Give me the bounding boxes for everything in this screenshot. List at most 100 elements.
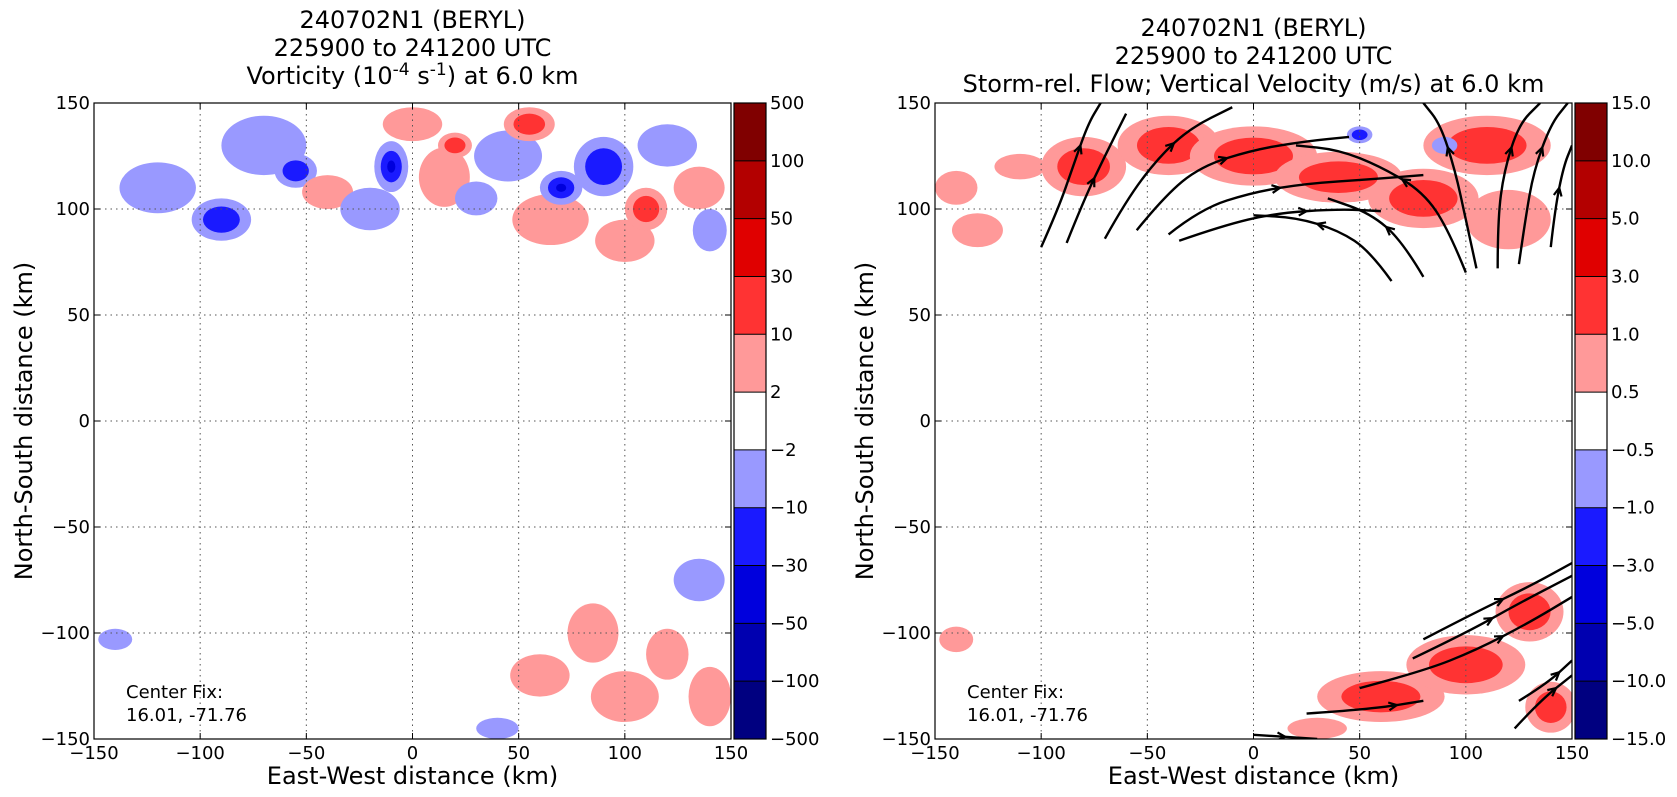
colorbar-segment: [734, 449, 766, 508]
contour-blob-17-level-1: [1287, 717, 1347, 739]
x-tick-label: −100: [1016, 743, 1065, 764]
colorbar-segment: [734, 681, 766, 739]
y-tick-label: −150: [41, 729, 90, 750]
contour-blob-6-level-3: [387, 160, 396, 173]
streamline-arrow-13: [1276, 731, 1288, 739]
chart-title-line-2: 225900 to 241200 UTC: [1115, 42, 1393, 70]
contour-blob-1-level-1: [994, 153, 1046, 180]
y-tick-label: 150: [897, 93, 931, 114]
streamline-arrow-6: [1314, 221, 1327, 231]
colorbar-tick-label: 50: [770, 209, 793, 230]
y-tick-label: 100: [56, 199, 90, 220]
y-tick-label: −50: [893, 517, 931, 538]
streamline-arrow-0: [1073, 143, 1083, 155]
contour-blob-11-level-1: [474, 130, 543, 182]
chart-title-line-1: 240702N1 (BERYL): [300, 6, 526, 34]
contour-blob-17-level-2: [632, 195, 660, 223]
streamline-arrow-9: [1445, 145, 1455, 157]
colorbar-tick-label: −10: [770, 498, 808, 519]
streamline-arrow-12: [1552, 185, 1563, 197]
y-tick-label: 0: [920, 411, 931, 432]
colorbar-segment: [1575, 218, 1607, 277]
colorbar-tick-label: −3.0: [1611, 556, 1655, 577]
streamline-2: [1103, 106, 1233, 240]
streamline-arrow-8: [1399, 178, 1412, 188]
contour-blob-20-level-1: [692, 209, 727, 252]
chart-title-line-3: Vorticity (10-4 s-1) at 6.0 km: [246, 60, 578, 90]
x-tick-label: 0: [407, 743, 418, 764]
center-fix-annotation-line-2: 16.01, -71.76: [967, 705, 1088, 726]
x-tick-label: −150: [910, 743, 959, 764]
colorbar-segment: [734, 103, 766, 161]
colorbar-tick-label: −5.0: [1611, 613, 1655, 634]
x-tick-label: 150: [1555, 743, 1589, 764]
colorbar-tick-label: 10: [770, 324, 793, 345]
y-tick-label: 0: [79, 411, 90, 432]
x-tick-label: −150: [69, 743, 118, 764]
y-tick-label: −100: [41, 623, 90, 644]
contour-blob-19-level-1: [673, 166, 725, 209]
streamline-9: [1422, 103, 1478, 269]
contour-blob-25-level-1: [646, 628, 689, 680]
contour-blob-12-level-2: [513, 113, 546, 135]
streamline-5: [1178, 208, 1381, 242]
colorbar-segment: [1575, 449, 1607, 508]
x-tick-label: 100: [1449, 743, 1483, 764]
streamline-0: [1040, 103, 1102, 248]
colorbar-tick-label: −15.0: [1611, 729, 1666, 750]
y-tick-label: 50: [67, 305, 90, 326]
x-tick-label: 150: [714, 743, 748, 764]
streamlines: [1040, 103, 1572, 739]
colorbar-tick-label: 15.0: [1611, 93, 1651, 114]
colorbar-tick-label: −500: [770, 729, 819, 750]
colorbar-tick-label: 1.0: [1611, 324, 1640, 345]
streamline-arrow-2: [1164, 141, 1176, 153]
y-axis-label: North-South distance (km): [851, 262, 879, 581]
x-tick-label: −50: [287, 743, 325, 764]
contour-blob-22-level-1: [510, 654, 570, 697]
colorbar-segment: [1575, 623, 1607, 682]
colorbar-tick-label: 2: [770, 382, 781, 403]
chart-title-line-1: 240702N1 (BERYL): [1141, 14, 1367, 42]
streamline-arrow-14: [1387, 701, 1400, 712]
colorbar-tick-label: 30: [770, 266, 793, 287]
streamline-arrow-18: [1547, 686, 1559, 697]
contour-blob-4-level-1: [302, 175, 354, 209]
contour-blob-7-level-2: [1447, 126, 1527, 164]
contour-blob-23-level-1: [567, 603, 619, 663]
y-tick-label: −150: [882, 729, 931, 750]
contour-blob-27-level-1: [688, 666, 731, 727]
x-tick-label: 50: [507, 743, 530, 764]
contour-blob-24-level-1: [590, 671, 659, 723]
x-tick-label: −50: [1128, 743, 1166, 764]
contour-blob-5-level-2: [1298, 161, 1378, 193]
colorbar-segment: [1575, 276, 1607, 335]
y-tick-label: 150: [56, 93, 90, 114]
y-tick-label: −100: [882, 623, 931, 644]
contour-blob-18-level-1: [637, 124, 698, 167]
streamline-arrow-16: [1483, 616, 1495, 627]
chart-title-line-3: Storm-rel. Flow; Vertical Velocity (m/s)…: [963, 70, 1545, 98]
contour-blob-21-level-1: [98, 628, 133, 650]
streamline-arrow-17: [1493, 597, 1506, 607]
streamline-15: [1359, 595, 1572, 690]
colorbar-tick-label: 5.0: [1611, 209, 1640, 230]
y-tick-label: −50: [52, 517, 90, 538]
colorbar-segment: [1575, 681, 1607, 739]
colorbar-segment: [734, 276, 766, 335]
contour-blob-9-level-2: [444, 137, 466, 154]
x-tick-label: 50: [1348, 743, 1371, 764]
x-tick-label: −100: [175, 743, 224, 764]
colorbar-tick-label: 0.5: [1611, 382, 1640, 403]
colorbar-tick-label: −0.5: [1611, 440, 1655, 461]
contour-blob-15-level-2: [585, 148, 623, 186]
colorbar-segment: [1575, 565, 1607, 624]
vorticity-panel: 240702N1 (BERYL)225900 to 241200 UTCVort…: [10, 6, 819, 790]
colorbar-tick-label: 3.0: [1611, 266, 1640, 287]
streamline-arrow-10: [1504, 145, 1514, 157]
x-tick-label: 100: [608, 743, 642, 764]
colorbar-segment: [1575, 103, 1607, 161]
contour-blob-12-level-1: [939, 626, 974, 653]
colorbar-segment: [734, 565, 766, 624]
colorbar-segment: [734, 334, 766, 393]
